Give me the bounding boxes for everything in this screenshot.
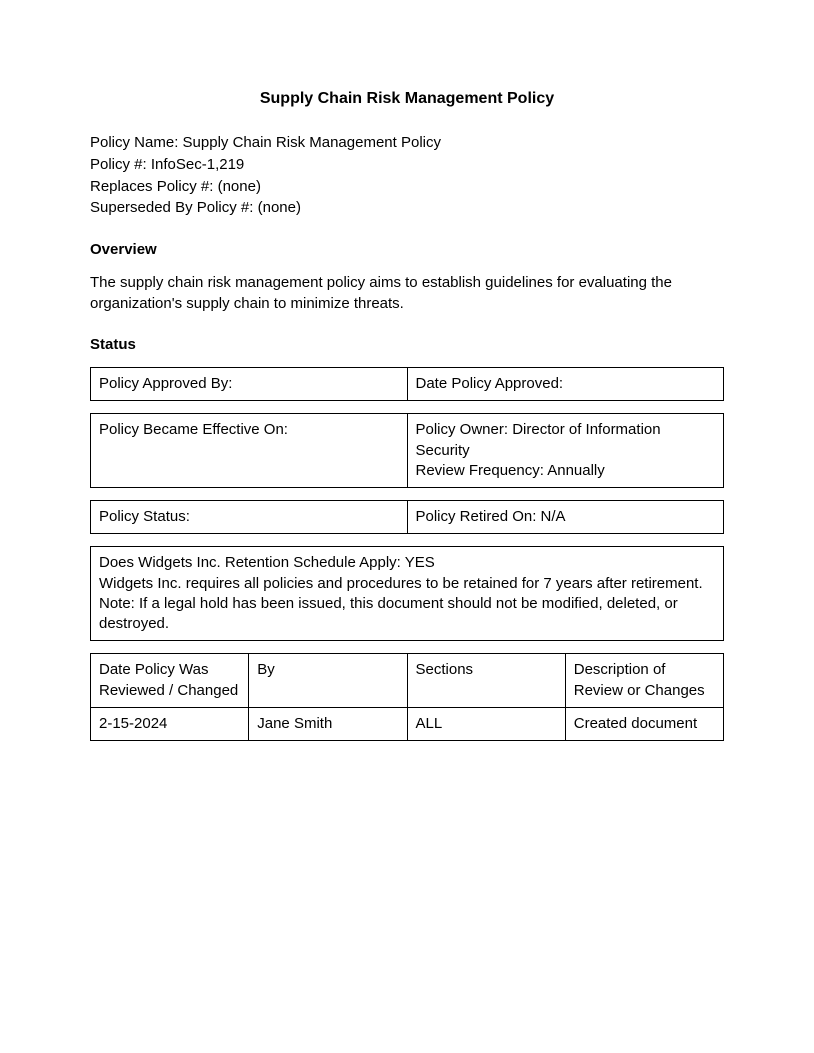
history-col-desc: Description of Review or Changes [565, 654, 723, 708]
approved-table: Policy Approved By: Date Policy Approved… [90, 367, 724, 401]
history-table: Date Policy Was Reviewed / Changed By Se… [90, 653, 724, 741]
table-row: Policy Became Effective On: Policy Owner… [91, 414, 724, 488]
history-col-by: By [249, 654, 407, 708]
table-row: Policy Status: Policy Retired On: N/A [91, 501, 724, 534]
superseded-line: Superseded By Policy #: (none) [90, 197, 724, 219]
policy-number-label: Policy #: [90, 156, 147, 173]
history-date: 2-15-2024 [91, 707, 249, 740]
approved-by-cell: Policy Approved By: [91, 368, 408, 401]
superseded-value: (none) [258, 199, 301, 216]
overview-text: The supply chain risk management policy … [90, 272, 724, 314]
retention-cell: Does Widgets Inc. Retention Schedule App… [91, 547, 724, 641]
effective-cell: Policy Became Effective On: [91, 414, 408, 488]
history-desc: Created document [565, 707, 723, 740]
retired-cell: Policy Retired On: N/A [407, 501, 724, 534]
policy-name-label: Policy Name: [90, 134, 178, 151]
retention-line2: Widgets Inc. requires all policies and p… [99, 574, 715, 635]
replaces-line: Replaces Policy #: (none) [90, 176, 724, 198]
status-table: Policy Status: Policy Retired On: N/A [90, 500, 724, 534]
history-by: Jane Smith [249, 707, 407, 740]
policy-name-line: Policy Name: Supply Chain Risk Managemen… [90, 132, 724, 154]
owner-line: Policy Owner: Director of Information Se… [416, 420, 716, 461]
policy-number-line: Policy #: InfoSec-1,219 [90, 154, 724, 176]
superseded-label: Superseded By Policy #: [90, 199, 253, 216]
table-row: Date Policy Was Reviewed / Changed By Se… [91, 654, 724, 708]
document-page: Supply Chain Risk Management Policy Poli… [0, 0, 814, 801]
review-freq-line: Review Frequency: Annually [416, 461, 716, 481]
document-title: Supply Chain Risk Management Policy [90, 90, 724, 108]
retention-line1: Does Widgets Inc. Retention Schedule App… [99, 553, 715, 573]
policy-number-value: InfoSec-1,219 [151, 156, 244, 173]
history-sections: ALL [407, 707, 565, 740]
status-heading: Status [90, 336, 724, 353]
history-col-date: Date Policy Was Reviewed / Changed [91, 654, 249, 708]
overview-heading: Overview [90, 241, 724, 258]
owner-cell: Policy Owner: Director of Information Se… [407, 414, 724, 488]
effective-table: Policy Became Effective On: Policy Owner… [90, 413, 724, 488]
replaces-value: (none) [218, 178, 261, 195]
table-row: 2-15-2024 Jane Smith ALL Created documen… [91, 707, 724, 740]
replaces-label: Replaces Policy #: [90, 178, 213, 195]
history-col-sections: Sections [407, 654, 565, 708]
status-cell: Policy Status: [91, 501, 408, 534]
retention-table: Does Widgets Inc. Retention Schedule App… [90, 546, 724, 641]
date-approved-cell: Date Policy Approved: [407, 368, 724, 401]
table-row: Does Widgets Inc. Retention Schedule App… [91, 547, 724, 641]
table-row: Policy Approved By: Date Policy Approved… [91, 368, 724, 401]
policy-meta-block: Policy Name: Supply Chain Risk Managemen… [90, 132, 724, 219]
policy-name-value: Supply Chain Risk Management Policy [183, 134, 441, 151]
